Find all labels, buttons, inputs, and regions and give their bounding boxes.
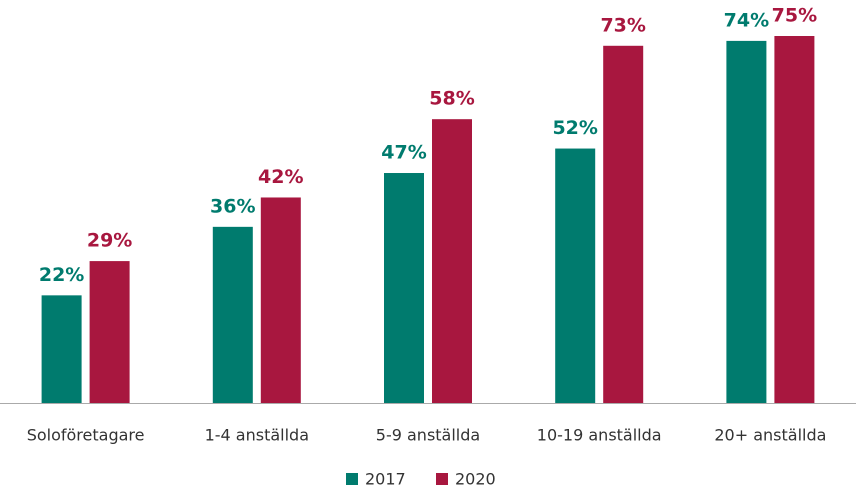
bar (603, 45, 644, 403)
data-label: 29% (87, 230, 132, 252)
data-label: 75% (772, 5, 817, 27)
legend-label: 2017 (365, 470, 406, 489)
data-label: 36% (210, 195, 255, 217)
bar (432, 119, 472, 403)
data-label: 47% (381, 142, 426, 164)
bar (89, 261, 130, 403)
bar (726, 40, 767, 403)
bar (384, 173, 424, 403)
x-tick-label: 10-19 anställda (537, 426, 662, 445)
data-label: 58% (429, 88, 474, 110)
bar (555, 148, 596, 403)
data-label: 52% (552, 117, 597, 139)
bar (41, 295, 82, 403)
bar (774, 36, 815, 403)
data-label: 74% (724, 9, 769, 31)
x-tick-label: 5-9 anställda (376, 426, 480, 445)
legend-swatch (436, 473, 448, 485)
data-label: 42% (258, 166, 303, 188)
x-tick-label: Soloföretagare (27, 426, 145, 445)
data-label: 73% (600, 14, 645, 36)
x-tick-label: 1-4 anställda (205, 426, 309, 445)
data-label: 22% (39, 264, 84, 286)
x-tick-label: 20+ anställda (714, 426, 826, 445)
bar (212, 226, 253, 403)
legend-swatch (346, 473, 358, 485)
legend-label: 2020 (455, 470, 496, 489)
bar (260, 197, 301, 403)
